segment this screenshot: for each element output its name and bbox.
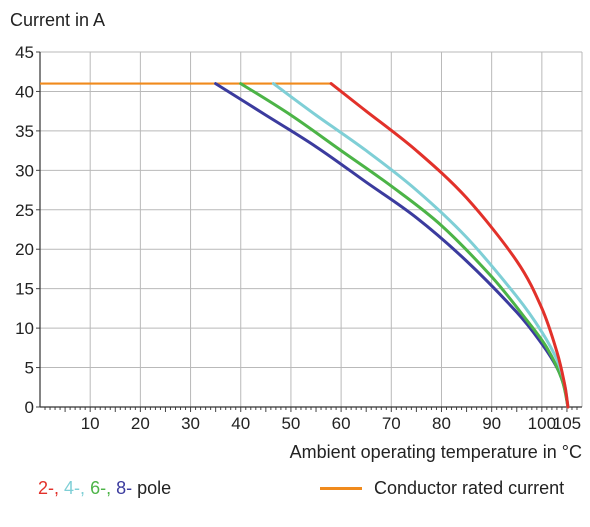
series-lines xyxy=(40,82,570,409)
y-tick-label: 0 xyxy=(25,398,34,417)
y-axis-title: Current in A xyxy=(10,10,105,30)
x-tick-label: 105 xyxy=(553,414,581,433)
x-tick-label: 100 xyxy=(528,414,556,433)
rated-current-label: Conductor rated current xyxy=(374,478,565,498)
x-tick-label: 50 xyxy=(281,414,300,433)
legend-separator: , xyxy=(106,478,117,498)
x-tick-label: 70 xyxy=(382,414,401,433)
y-tick-label: 20 xyxy=(15,240,34,259)
legend-pole-suffix: pole xyxy=(132,478,172,498)
legend-pole-entry: 2- xyxy=(38,478,55,498)
legend-pole-entry: 4- xyxy=(64,478,81,498)
legend-separator: , xyxy=(80,478,91,498)
x-tick-label: 40 xyxy=(231,414,250,433)
legend-pole-entry: 6- xyxy=(90,478,107,498)
axes xyxy=(36,51,582,412)
x-tick-label: 20 xyxy=(131,414,150,433)
x-tick-label: 80 xyxy=(432,414,451,433)
y-tick-labels: 0 5 10 15 20 25 30 35 40 45 xyxy=(15,43,34,417)
y-tick-label: 15 xyxy=(15,280,34,299)
grid xyxy=(40,51,583,407)
x-tick-label: 10 xyxy=(81,414,100,433)
y-tick-label: 40 xyxy=(15,82,34,101)
series-line-2-pole xyxy=(329,82,570,409)
y-tick-label: 30 xyxy=(15,161,34,180)
legend-pole-entry: 8- xyxy=(116,478,133,498)
legend-separator: , xyxy=(54,478,65,498)
y-tick-label: 10 xyxy=(15,319,34,338)
series-line-6-pole xyxy=(239,82,570,409)
rated-current-swatch xyxy=(320,487,362,490)
x-tick-label: 90 xyxy=(482,414,501,433)
y-tick-label: 5 xyxy=(25,359,34,378)
legend-rated-current: Conductor rated current xyxy=(320,478,564,499)
y-tick-label: 25 xyxy=(15,201,34,220)
x-tick-label: 60 xyxy=(332,414,351,433)
y-tick-label: 35 xyxy=(15,122,34,141)
x-tick-label: 30 xyxy=(181,414,200,433)
y-tick-label: 45 xyxy=(15,43,34,62)
legend-poles: 2-, 4-, 6-, 8- pole xyxy=(38,478,171,499)
x-axis-title: Ambient operating temperature in °C xyxy=(290,442,582,462)
